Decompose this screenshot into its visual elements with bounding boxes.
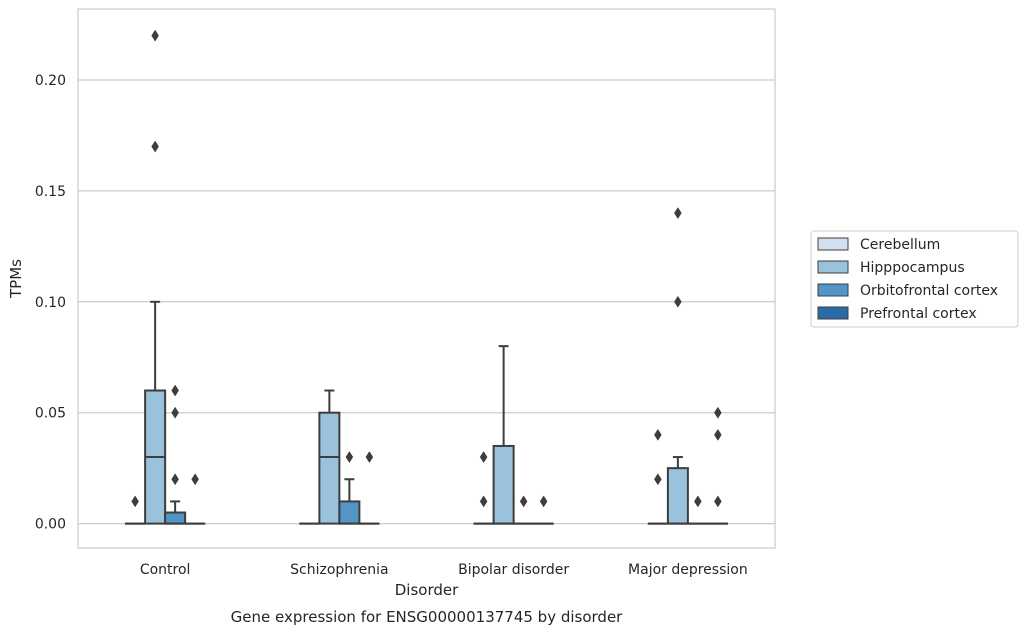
- box-1-2: [338, 451, 361, 525]
- box-3-0: [647, 428, 668, 525]
- outlier-point: [191, 473, 199, 486]
- outlier-point: [151, 29, 159, 42]
- y-tick-label: 0.20: [35, 73, 66, 89]
- outlier-point: [151, 140, 159, 153]
- box-3-3: [707, 406, 728, 525]
- y-tick-label: 0.15: [35, 184, 66, 200]
- box-2-3: [533, 495, 554, 525]
- x-tick-label: Major depression: [628, 562, 748, 578]
- legend-label: Orbitofrontal cortex: [860, 283, 998, 299]
- outlier-point: [539, 495, 548, 508]
- y-tick-label: 0.00: [35, 517, 66, 533]
- chart-caption: Gene expression for ENSG00000137745 by d…: [231, 608, 624, 626]
- box-2-0: [473, 451, 494, 525]
- box-2-2: [513, 495, 534, 525]
- outlier-point: [674, 295, 682, 308]
- y-tick-label: 0.05: [35, 406, 66, 422]
- outlier-point: [171, 406, 179, 419]
- legend-label: Prefrontal cortex: [860, 306, 977, 322]
- outlier-point: [654, 473, 662, 486]
- box-1-3: [359, 451, 380, 525]
- box-body: [164, 511, 187, 525]
- x-tick-label: Bipolar disorder: [458, 562, 569, 578]
- box-body: [318, 411, 341, 525]
- legend: Cerebellum Hipppocampus Orbitofrontal cort…: [810, 230, 1019, 328]
- outlier-point: [479, 495, 488, 508]
- legend-swatch: [817, 260, 849, 274]
- outlier-point: [519, 495, 528, 508]
- outlier-point: [714, 428, 722, 441]
- box-0-3: [185, 473, 206, 525]
- box-body: [666, 467, 689, 525]
- x-tick-label: Control: [140, 562, 191, 578]
- outlier-point: [714, 495, 722, 508]
- outlier-point: [131, 495, 139, 508]
- x-axis-label: Disorder: [395, 581, 459, 599]
- plot-area-frame: [77, 8, 776, 549]
- box-0-2: [164, 384, 187, 525]
- outlier-point: [714, 406, 722, 419]
- y-axis-ticks: 0.00 0.05 0.10 0.15 0.20: [35, 73, 66, 533]
- box-1-1: [318, 389, 341, 525]
- legend-label: Cerebellum: [860, 237, 940, 253]
- box-0-0: [125, 495, 146, 525]
- box-plot-marks: [125, 29, 728, 525]
- box-body: [492, 444, 515, 525]
- gridlines: [78, 79, 775, 525]
- outlier-point: [674, 207, 682, 220]
- y-tick-label: 0.10: [35, 295, 66, 311]
- x-tick-label: Schizophrenia: [290, 562, 388, 578]
- box-3-2: [687, 495, 708, 525]
- legend-swatch: [817, 283, 849, 297]
- legend-swatch: [817, 237, 849, 251]
- box-2-1: [492, 345, 515, 525]
- outlier-point: [171, 384, 179, 397]
- outlier-point: [694, 495, 702, 508]
- box-3-1: [666, 207, 689, 525]
- outlier-point: [654, 428, 662, 441]
- legend-swatch: [817, 306, 849, 320]
- outlier-point: [365, 451, 374, 464]
- outlier-point: [345, 451, 354, 464]
- legend-label: Hipppocampus: [860, 260, 965, 276]
- legend-frame: [810, 230, 1019, 328]
- x-axis-ticks: Control Schizophrenia Bipolar disorder Majo…: [140, 562, 748, 578]
- outlier-point: [479, 451, 488, 464]
- y-axis-label: TPMs: [7, 259, 25, 299]
- box-body: [338, 500, 361, 525]
- outlier-point: [171, 473, 179, 486]
- box-0-1: [144, 29, 167, 525]
